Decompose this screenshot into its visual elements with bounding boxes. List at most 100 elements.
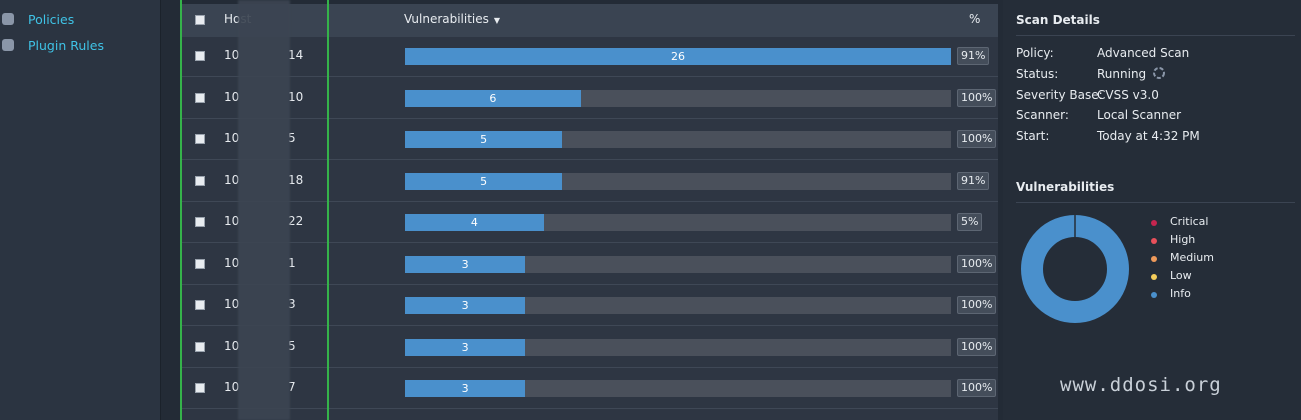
highlight-line: [180, 0, 182, 420]
bar-track: 5: [405, 131, 951, 148]
row-separator: [180, 366, 998, 368]
host-end: 5: [288, 338, 296, 353]
vulnerabilities-title: Vulnerabilities: [1016, 180, 1115, 194]
field-label: Start:: [1016, 129, 1050, 144]
bar-track: 5: [405, 172, 951, 190]
field-label: Severity Base:: [1016, 87, 1103, 102]
row-separator: [180, 408, 998, 409]
separator: [1016, 35, 1295, 36]
field-label: Status:: [1016, 66, 1059, 81]
percent-badge: 100%: [957, 379, 997, 397]
legend-label: Info: [1170, 287, 1191, 300]
host-end: 1: [288, 255, 296, 270]
bar-track: 4: [405, 214, 951, 231]
legend-dot: [1151, 256, 1157, 262]
side-panel: [1003, 0, 1301, 420]
row-checkbox[interactable]: [195, 383, 205, 393]
host-start: 10: [224, 255, 240, 270]
percent-badge: 100%: [957, 88, 997, 107]
field-value: Running: [1097, 66, 1147, 81]
legend-dot: [1151, 274, 1157, 280]
vulnerability-bar[interactable]: 26: [405, 48, 951, 65]
header-percent[interactable]: %: [969, 12, 981, 26]
row-checkbox[interactable]: [195, 300, 205, 310]
legend-dot: [1151, 220, 1157, 226]
row-separator: [180, 117, 998, 119]
host-end: 14: [288, 48, 304, 62]
row-checkbox[interactable]: [195, 217, 205, 227]
host-start: 10: [224, 338, 240, 353]
host-start: 10: [224, 131, 240, 145]
host-start: 10: [224, 214, 240, 228]
legend-label: Low: [1170, 269, 1192, 282]
row-separator: [180, 200, 998, 202]
percent-badge: 100%: [957, 337, 997, 356]
bar-track: 3: [405, 338, 951, 356]
legend-label: Critical: [1170, 215, 1209, 228]
watermark: www.ddosi.org: [1060, 374, 1222, 396]
table-body: [180, 4, 998, 420]
bar-track: 3: [405, 380, 951, 397]
bar-track: 3: [405, 297, 951, 314]
table-header: [180, 4, 998, 37]
host-start: 10: [224, 297, 240, 311]
percent-badge: 91%: [957, 47, 990, 65]
row-checkbox[interactable]: [195, 51, 205, 61]
vulnerability-bar[interactable]: 5: [405, 131, 563, 148]
nav-plugin-rules[interactable]: Plugin Rules: [28, 38, 104, 53]
legend-label: High: [1170, 233, 1196, 246]
row-separator: [180, 325, 998, 326]
row-separator: [180, 159, 998, 160]
row-checkbox[interactable]: [195, 134, 205, 144]
host-end: 10: [288, 89, 304, 104]
row-separator: [180, 242, 998, 243]
vulnerability-bar[interactable]: 3: [405, 297, 526, 314]
field-label: Scanner:: [1016, 108, 1069, 123]
bar-track: 3: [405, 255, 951, 273]
vulnerability-bar[interactable]: 6: [405, 89, 581, 107]
host-end: 22: [288, 214, 304, 228]
row-checkbox[interactable]: [195, 92, 205, 103]
percent-badge: 91%: [957, 171, 990, 190]
field-label: Policy:: [1016, 46, 1054, 60]
separator: [1016, 202, 1295, 203]
host-start: 10: [224, 172, 240, 187]
vulnerability-bar[interactable]: 3: [405, 255, 526, 273]
percent-badge: 100%: [957, 130, 997, 148]
policies-icon: [2, 13, 14, 25]
scan-details-title: Scan Details: [1016, 13, 1100, 27]
plugin-rules-icon: [2, 39, 14, 51]
vulnerability-donut: [1021, 215, 1129, 323]
legend-dot: [1151, 292, 1157, 298]
percent-badge: 100%: [957, 296, 997, 314]
bar-track: 26: [405, 48, 951, 65]
nav-policies[interactable]: Policies: [28, 12, 75, 27]
row-checkbox[interactable]: [195, 258, 205, 269]
highlight-line: [327, 0, 329, 420]
sidebar: Policies Plugin Rules: [0, 0, 161, 420]
header-vulnerabilities[interactable]: Vulnerabilities ▼: [404, 12, 500, 26]
host-start: 10: [224, 48, 240, 62]
select-all-checkbox[interactable]: [195, 15, 205, 25]
row-separator: [180, 283, 998, 285]
sort-arrow: ▼: [493, 16, 501, 25]
vulnerability-bar[interactable]: 3: [405, 380, 526, 397]
field-value: CVSS v3.0: [1097, 87, 1159, 102]
row-checkbox[interactable]: [195, 175, 205, 186]
row-checkbox[interactable]: [195, 341, 205, 352]
field-value: Local Scanner: [1097, 108, 1182, 123]
host-end: 18: [288, 172, 304, 187]
host-end: 7: [288, 380, 296, 394]
legend-label: Medium: [1170, 251, 1214, 264]
vulnerability-bar[interactable]: 5: [405, 172, 563, 190]
vulnerability-bar[interactable]: 3: [405, 338, 526, 356]
percent-badge: 5%: [957, 213, 983, 231]
field-value: Today at 4:32 PM: [1097, 129, 1200, 144]
vulnerability-bar[interactable]: 4: [405, 214, 544, 231]
header-vulnerabilities-text: Vulnerabilities: [404, 12, 489, 26]
host-blur: [238, 0, 290, 420]
host-end: 5: [288, 131, 296, 145]
host-start: 10: [224, 380, 240, 394]
host-end: 3: [288, 297, 296, 311]
